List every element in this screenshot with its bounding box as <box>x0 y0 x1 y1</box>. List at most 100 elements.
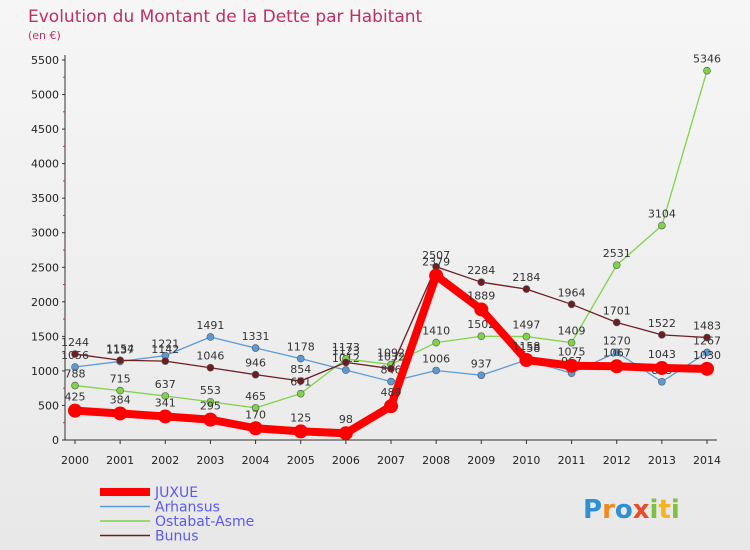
x-tick-label: 2012 <box>603 454 631 467</box>
data-point <box>703 66 711 75</box>
data-label: 1964 <box>558 286 586 299</box>
data-point <box>384 399 398 414</box>
y-tick-label: 0 <box>52 434 59 447</box>
data-label: 170 <box>245 408 266 421</box>
data-label: 1075 <box>558 346 586 359</box>
legend-label: Bunus <box>155 529 199 545</box>
x-tick-label: 2001 <box>106 454 134 467</box>
x-tick-label: 2006 <box>332 454 360 467</box>
data-point <box>68 403 82 418</box>
data-label: 384 <box>110 393 131 406</box>
y-tick-label: 1000 <box>31 365 59 378</box>
data-label: 1142 <box>151 343 179 356</box>
data-label: 2379 <box>422 256 450 269</box>
data-point <box>161 392 170 400</box>
y-tick-label: 1500 <box>31 330 59 343</box>
y-tick-label: 5500 <box>31 54 59 67</box>
proxiti-logo: Proxiti <box>583 495 680 525</box>
data-point <box>609 359 624 374</box>
data-point <box>251 370 260 379</box>
data-point <box>474 302 489 317</box>
data-label: 553 <box>200 384 221 397</box>
data-point <box>206 397 215 406</box>
data-label: 3104 <box>648 208 676 221</box>
data-point <box>658 377 666 386</box>
x-tick-label: 2000 <box>61 454 89 467</box>
data-label: 1043 <box>648 348 676 361</box>
data-label: 715 <box>110 373 131 386</box>
logo-text: Proxiti <box>583 495 680 525</box>
data-point <box>161 357 170 365</box>
legend-item-ostabat-asme: Ostabat-Asme <box>100 514 254 530</box>
data-label: 1491 <box>196 319 224 332</box>
data-point <box>248 421 263 436</box>
x-tick-label: 2007 <box>377 454 405 467</box>
data-label: 1178 <box>287 341 315 354</box>
data-label: 295 <box>200 400 221 413</box>
y-tick-label: 2000 <box>31 296 59 309</box>
data-point <box>71 350 79 358</box>
x-tick-label: 2004 <box>242 454 270 467</box>
x-tick-label: 2008 <box>422 454 450 467</box>
data-point <box>251 344 260 352</box>
data-point <box>387 377 395 386</box>
data-point <box>113 406 128 421</box>
data-label: 98 <box>339 413 353 426</box>
data-point <box>387 364 395 373</box>
chart-subtitle: (en €) <box>28 29 61 42</box>
data-point <box>658 331 666 339</box>
data-label: 489 <box>381 386 402 399</box>
x-tick-label: 2009 <box>467 454 495 467</box>
data-point <box>71 363 79 371</box>
x-tick-label: 2003 <box>196 454 224 467</box>
data-label: 1137 <box>106 343 134 356</box>
legend-label: Arhansus <box>155 500 220 516</box>
data-point <box>567 300 576 309</box>
data-point <box>703 348 711 357</box>
data-label: 125 <box>290 411 311 424</box>
x-tick-label: 2010 <box>512 454 540 467</box>
data-label: 637 <box>155 378 176 391</box>
series-ostabat-asme: 7887156375534656711173109214101502149714… <box>65 53 721 412</box>
data-label: 1889 <box>467 289 495 302</box>
data-point <box>654 360 669 375</box>
data-point <box>432 366 440 375</box>
data-label: 1331 <box>242 330 270 343</box>
data-label: 946 <box>245 357 266 370</box>
data-point <box>522 332 531 341</box>
y-tick-label: 3000 <box>31 227 59 240</box>
data-point <box>338 426 353 441</box>
data-point <box>658 221 666 230</box>
y-tick-label: 500 <box>38 399 59 412</box>
data-label: 1154 <box>106 342 134 355</box>
data-label: 1244 <box>61 336 89 349</box>
data-point <box>296 389 305 398</box>
y-tick-label: 5000 <box>31 89 59 102</box>
data-point <box>293 424 308 439</box>
data-label: 1032 <box>377 351 405 364</box>
data-label: 1030 <box>693 349 721 362</box>
data-point <box>703 333 711 342</box>
data-point <box>567 338 576 347</box>
data-label: 425 <box>65 391 86 404</box>
data-point <box>564 358 579 373</box>
data-point <box>477 278 486 286</box>
x-tick-label: 2005 <box>287 454 315 467</box>
data-label: 2531 <box>603 247 631 260</box>
data-point <box>477 332 486 341</box>
y-tick-label: 4500 <box>31 123 59 136</box>
data-label: 1092 <box>377 347 405 360</box>
plot-area: 1056113712211491133111781012846100693711… <box>61 53 721 441</box>
data-label: 1067 <box>603 346 631 359</box>
data-label: 937 <box>471 357 492 370</box>
x-tick-label: 2014 <box>693 454 721 467</box>
data-point <box>612 348 621 357</box>
y-tick-label: 3500 <box>31 192 59 205</box>
data-label: 1173 <box>332 341 360 354</box>
data-point <box>116 356 124 365</box>
data-point <box>700 361 714 376</box>
legend-item-juxue: JUXUE <box>100 485 198 501</box>
data-point <box>519 352 534 367</box>
